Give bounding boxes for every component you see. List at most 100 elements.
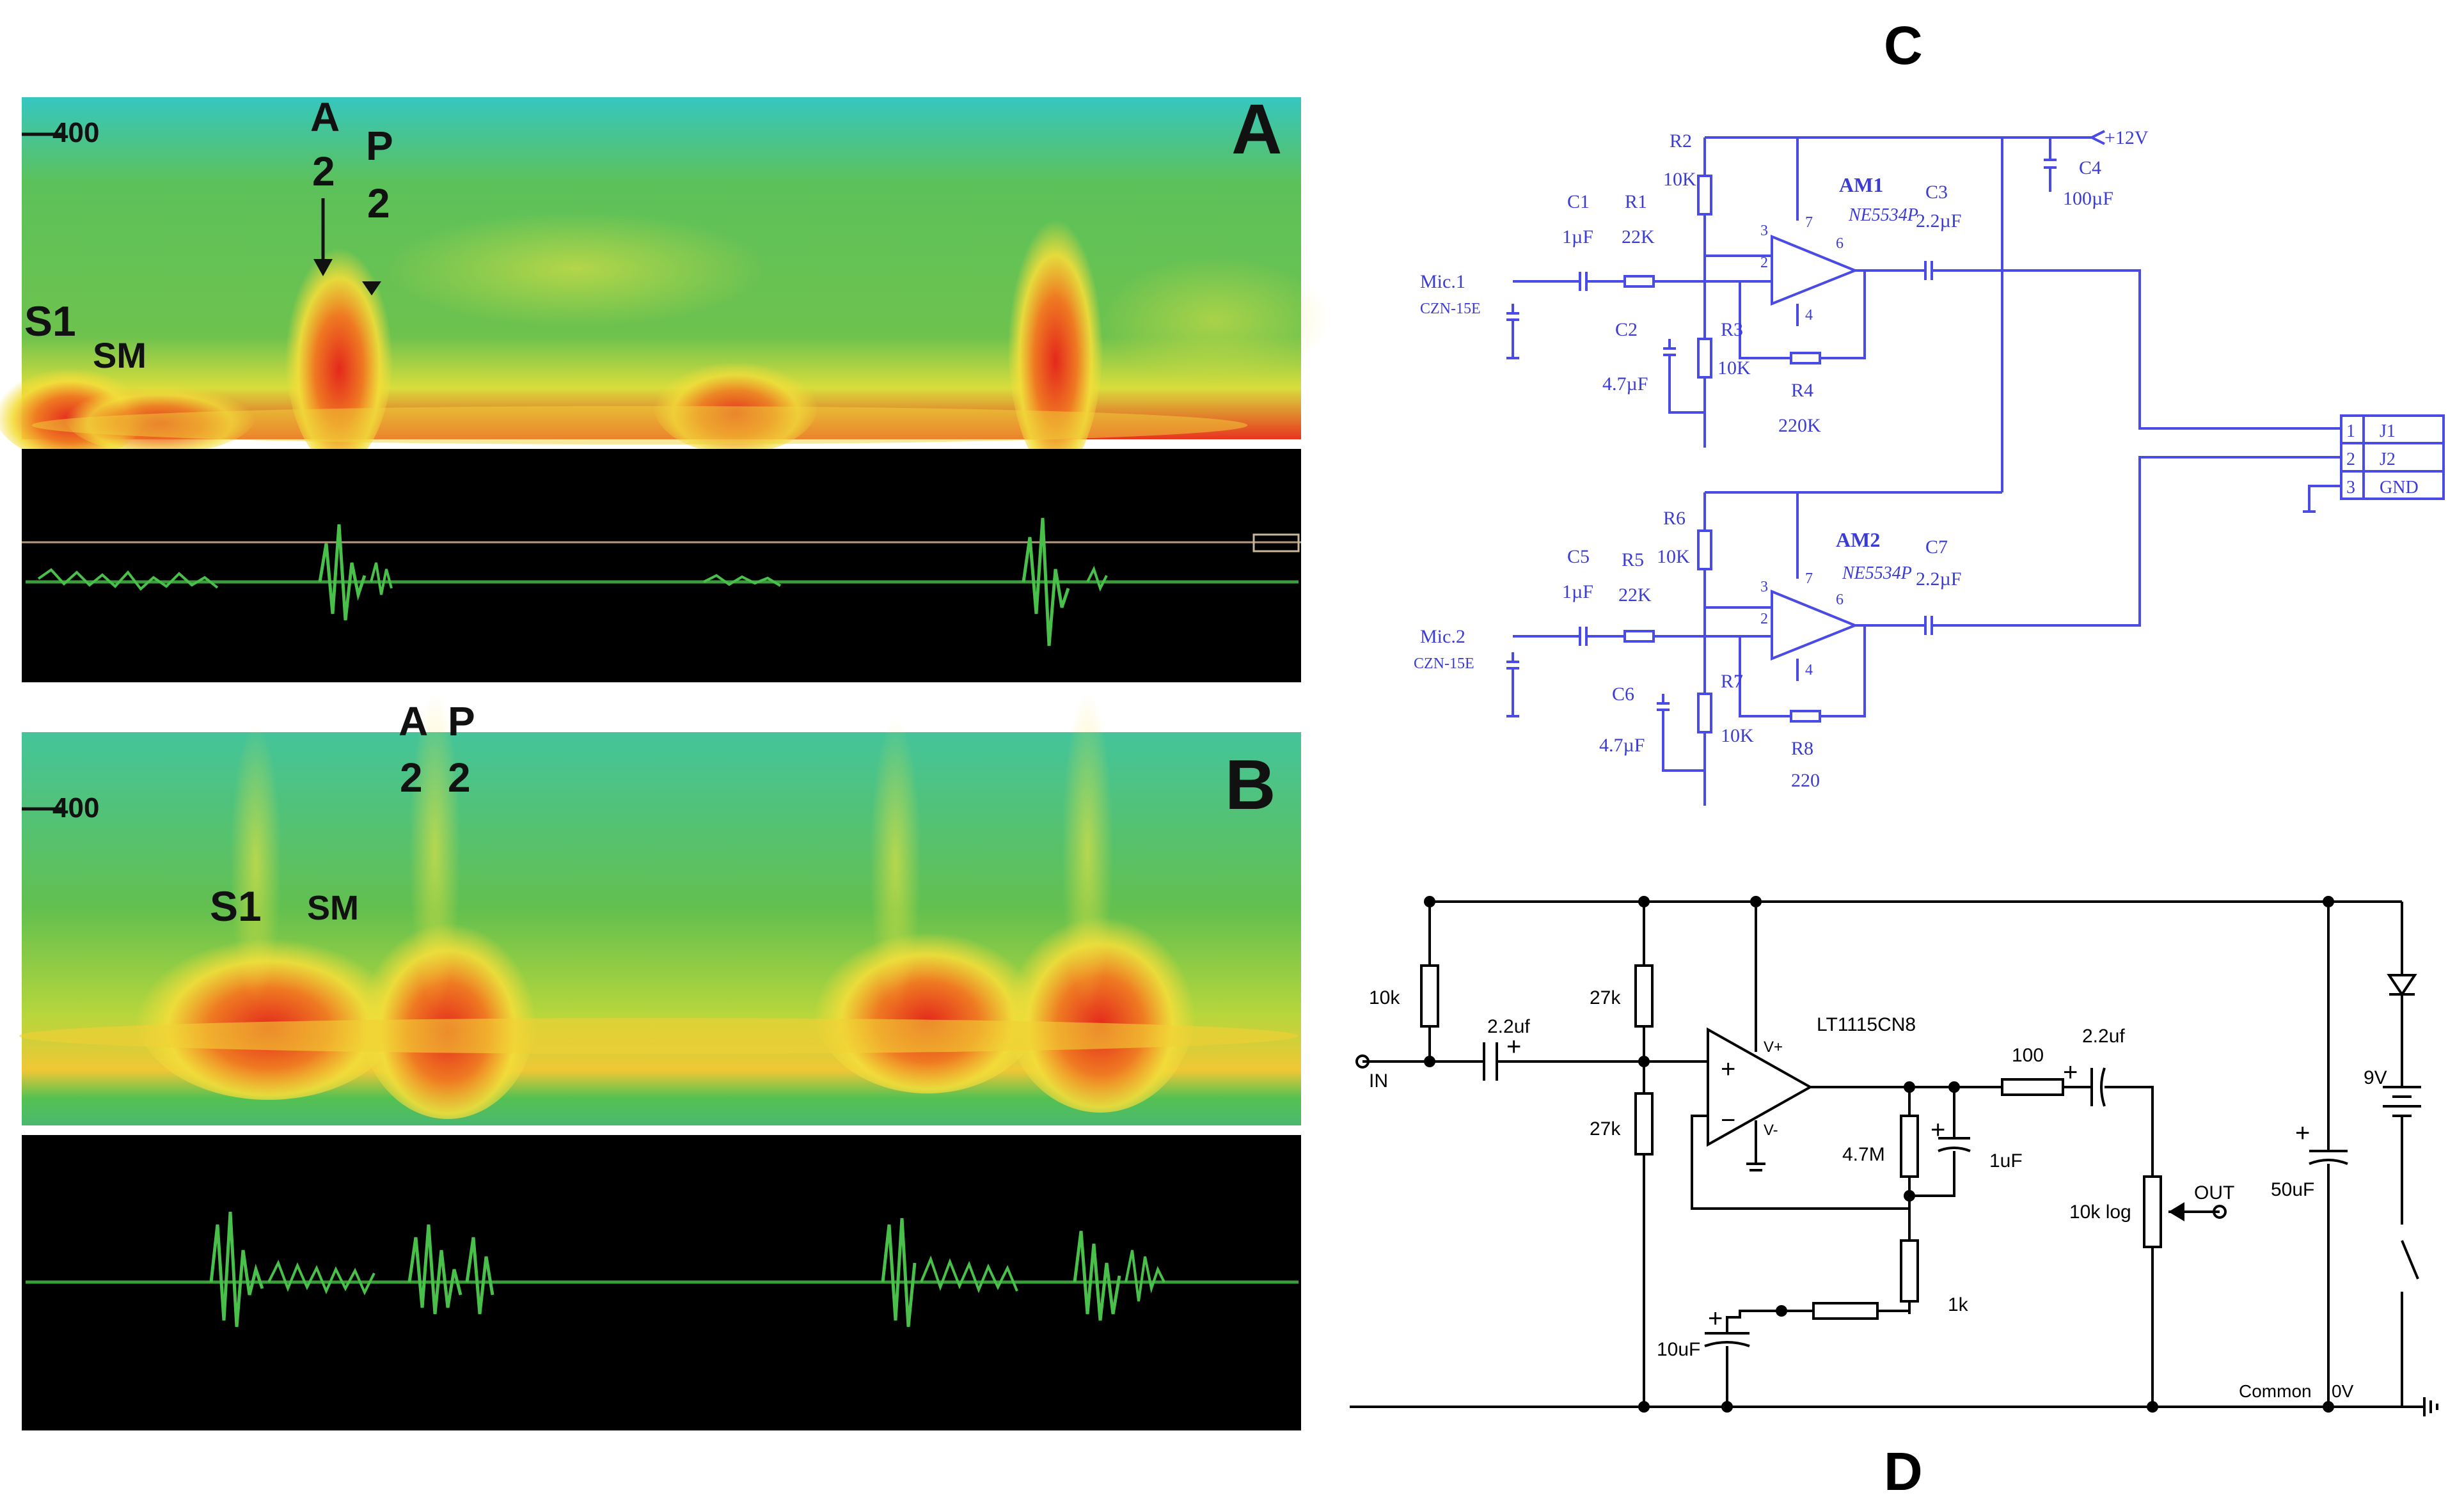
r2-value: 10K <box>1663 169 1696 190</box>
pot-label: 10k log <box>2069 1202 2131 1223</box>
c6-label: C6 <box>1612 684 1634 705</box>
mic2-label: Mic.2 <box>1420 626 1465 647</box>
opamp-model: LT1115CN8 <box>1817 1014 1916 1035</box>
in-label: IN <box>1369 1070 1388 1092</box>
am1-pin3: 3 <box>1760 223 1768 239</box>
c-50u-label: 50uF <box>2271 1179 2314 1200</box>
am1-model: NE5534P <box>1848 205 1918 225</box>
panel-b-a2-letter: A <box>399 698 428 744</box>
r8-label: R8 <box>1791 738 1813 759</box>
r-4m7-label: 4.7M <box>1842 1144 1885 1165</box>
panel-a-s1-label: S1 <box>24 297 76 345</box>
panel-a-a2-number: 2 <box>312 148 335 194</box>
opamp-vplus: V+ <box>1764 1038 1783 1056</box>
panel-a-p2-marker <box>362 281 381 295</box>
r-10k-label: 10k <box>1369 987 1400 1008</box>
r7-label: R7 <box>1721 671 1743 692</box>
connector-pin-1: 1 <box>2346 421 2355 441</box>
panel-d-nodes <box>1355 896 2334 1413</box>
panel-a-a2-arrowhead <box>313 259 333 276</box>
panel-c-letter: C <box>1884 15 1923 75</box>
panel-b-waveform <box>22 1135 1301 1430</box>
c5-label: C5 <box>1567 546 1590 567</box>
am2-label: AM2 <box>1836 528 1880 551</box>
c-out-label: 2.2uf <box>2082 1026 2125 1047</box>
am1-pin7: 7 <box>1805 214 1813 231</box>
r-100-label: 100 <box>2012 1045 2044 1066</box>
am2-pin6: 6 <box>1836 591 1844 608</box>
panel-a-sm-label: SM <box>93 335 146 375</box>
panel-d-labels: IN 10k 2.2uf + 27k 27k LT1115CN8 V+ V- +… <box>1369 987 2387 1401</box>
r3-label: R3 <box>1721 319 1743 340</box>
panel-a-waveform <box>22 449 1301 682</box>
c4-value: 100µF <box>2063 188 2113 209</box>
am2-pin3: 3 <box>1760 579 1768 595</box>
am2-pin7: 7 <box>1805 570 1813 587</box>
c-1u-label: 1uF <box>1989 1150 2023 1171</box>
c5-value: 1µF <box>1562 581 1593 602</box>
c3-label: C3 <box>1925 182 1948 203</box>
opamp-plus: + <box>1721 1055 1735 1083</box>
r4-value: 220K <box>1778 415 1821 436</box>
panel-b-p2-letter: P <box>448 698 475 744</box>
am1-pin4: 4 <box>1805 307 1813 324</box>
mic1-model: CZN-15E <box>1420 301 1481 317</box>
c-10u-label: 10uF <box>1657 1339 1700 1360</box>
r6-value: 10K <box>1657 546 1690 567</box>
c-in-label: 2.2uf <box>1487 1016 1530 1037</box>
am2-pin4: 4 <box>1805 662 1813 678</box>
am2-pin2: 2 <box>1760 611 1768 627</box>
panel-c-labels: +12V C4 100µF Mic.1 CZN-15E C1 1µF R1 22… <box>1414 127 2419 791</box>
r6-label: R6 <box>1663 508 1686 529</box>
panel-b-a2-number: 2 <box>400 755 423 801</box>
connector-j1: J1 <box>2380 421 2396 441</box>
c-in-plus: + <box>1506 1033 1521 1061</box>
panel-d-schematic <box>1350 900 2438 1416</box>
r1-label: R1 <box>1625 191 1647 212</box>
out-label: OUT <box>2194 1182 2234 1203</box>
r1-value: 22K <box>1622 226 1655 247</box>
c-out-plus: + <box>2063 1058 2078 1086</box>
battery-label: 9V <box>2364 1067 2387 1088</box>
mic1-label: Mic.1 <box>1420 271 1465 292</box>
panel-d-letter: D <box>1884 1441 1923 1501</box>
am1-pin2: 2 <box>1760 255 1768 271</box>
panel-b-p2-number: 2 <box>448 755 471 801</box>
panel-a-spectrogram <box>0 97 1331 473</box>
r5-label: R5 <box>1622 549 1644 570</box>
c-50u-plus: + <box>2295 1119 2310 1147</box>
c7-value: 2.2µF <box>1916 568 1961 590</box>
panel-b-sm-label: SM <box>307 889 359 927</box>
panel-a-p2-letter: P <box>366 123 393 169</box>
c4-label: C4 <box>2079 157 2101 178</box>
am1-pin6: 6 <box>1836 235 1844 252</box>
r-27k-bottom-label: 27k <box>1590 1118 1621 1140</box>
r-1k-label: 1k <box>1948 1294 1969 1315</box>
c2-value: 4.7µF <box>1602 373 1648 395</box>
r5-value: 22K <box>1618 584 1652 606</box>
connector-j2: J2 <box>2380 450 2396 469</box>
panel-a-tick-label: 400 <box>52 117 99 148</box>
c1-value: 1µF <box>1562 226 1593 247</box>
panel-a-p2-number: 2 <box>367 180 390 226</box>
panel-a-a2-letter: A <box>310 94 340 140</box>
c3-value: 2.2µF <box>1916 210 1961 231</box>
connector-pin-3: 3 <box>2346 478 2355 497</box>
panel-b-letter: B <box>1225 746 1275 824</box>
panel-c-schematic <box>1506 130 2445 806</box>
common-label: Common <box>2239 1381 2312 1401</box>
am1-label: AM1 <box>1839 173 1883 196</box>
r3-value: 10K <box>1718 357 1751 379</box>
panel-a-letter: A <box>1231 90 1282 169</box>
panel-b-s1-label: S1 <box>210 882 262 930</box>
r2-label: R2 <box>1670 130 1692 152</box>
connector-pin-2: 2 <box>2346 450 2355 469</box>
am2-model: NE5534P <box>1842 563 1912 583</box>
c-10u-plus: + <box>1708 1304 1723 1333</box>
panel-b-tick-label: 400 <box>52 792 99 824</box>
c6-value: 4.7µF <box>1599 735 1645 756</box>
opamp-vminus: V- <box>1764 1122 1778 1139</box>
c7-label: C7 <box>1925 537 1948 558</box>
connector-gnd: GND <box>2380 478 2419 497</box>
